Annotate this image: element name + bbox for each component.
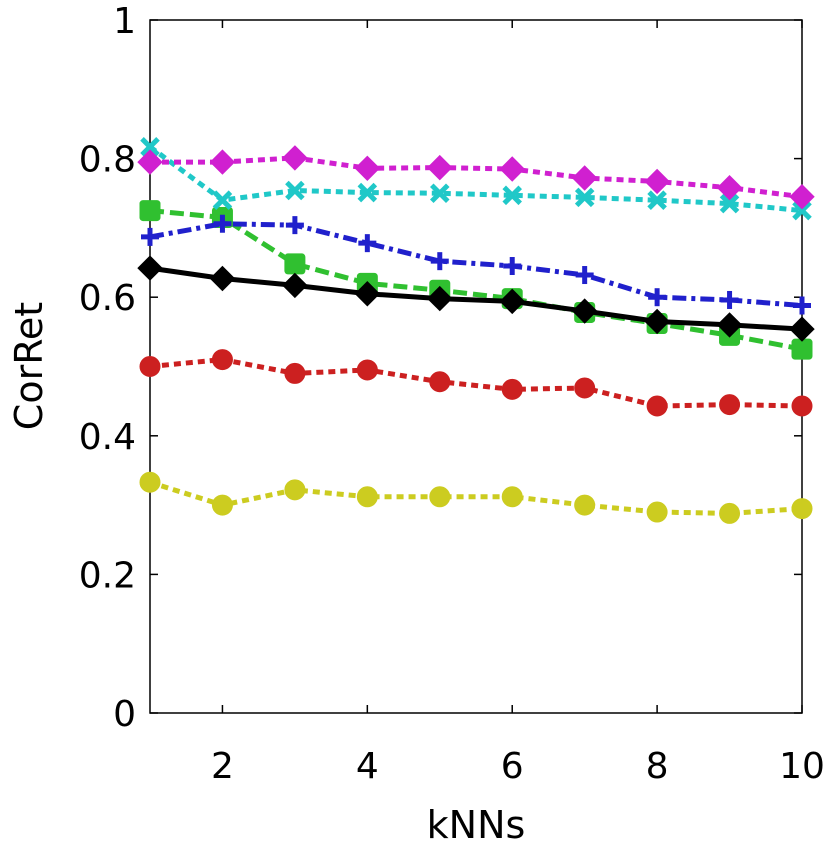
x-tick-label: 2	[211, 746, 234, 787]
data-point	[791, 338, 813, 360]
data-point	[357, 182, 378, 203]
data-point	[356, 359, 378, 381]
y-axis-label: CorRet	[7, 302, 51, 430]
data-point	[792, 200, 812, 221]
data-point	[358, 234, 377, 253]
data-point	[356, 486, 378, 508]
data-point	[716, 312, 743, 338]
series-line	[149, 357, 803, 409]
data-point	[212, 190, 233, 210]
data-point	[430, 252, 449, 271]
data-point	[791, 395, 813, 417]
data-point	[140, 137, 160, 157]
data-point	[137, 149, 163, 175]
data-point	[429, 371, 451, 393]
data-point	[503, 257, 522, 276]
data-point	[139, 471, 161, 493]
series-4	[141, 214, 811, 315]
data-point	[354, 155, 381, 182]
data-point	[282, 145, 308, 171]
series-line	[149, 265, 803, 332]
data-point	[719, 193, 740, 214]
data-point	[648, 288, 667, 307]
data-point	[499, 156, 525, 182]
data-point	[139, 200, 161, 222]
data-point	[791, 498, 813, 520]
x-tick-label: 10	[779, 746, 825, 787]
data-point	[139, 356, 161, 377]
data-point	[284, 362, 306, 384]
data-point	[789, 184, 815, 210]
tick-labels: 2 4 6 8 10 0 0.2 0.4 0.6 0.8 1	[79, 1, 825, 787]
x-tick-label: 8	[646, 746, 669, 787]
data-point	[574, 377, 596, 399]
data-point	[719, 394, 741, 416]
series-5	[140, 137, 812, 221]
data-point	[427, 154, 453, 181]
data-point	[285, 216, 304, 235]
data-point	[571, 165, 598, 191]
tick-marks	[150, 19, 803, 714]
data-point	[644, 168, 670, 195]
series-line	[150, 155, 803, 200]
data-point	[430, 183, 450, 204]
series-line	[149, 208, 803, 352]
data-point	[282, 272, 308, 299]
series-2	[139, 471, 813, 524]
series-7	[137, 255, 815, 342]
series-1	[139, 349, 813, 417]
data-point	[354, 281, 381, 307]
data-point	[499, 288, 525, 315]
y-tick-label: 1	[113, 1, 136, 42]
data-point	[501, 378, 523, 400]
y-tick-label: 0.4	[79, 417, 136, 458]
y-tick-label: 0	[113, 694, 136, 735]
data-point	[502, 185, 522, 206]
series-line	[149, 479, 803, 516]
data-point	[501, 486, 523, 508]
data-point	[141, 227, 159, 246]
data-point	[213, 214, 232, 233]
data-point	[209, 265, 236, 292]
series-line	[149, 221, 803, 309]
series-layer	[137, 137, 815, 524]
series-line	[148, 144, 803, 214]
data-point	[429, 486, 451, 508]
data-point	[574, 187, 595, 208]
y-tick-label: 0.6	[79, 278, 136, 319]
series-6	[137, 145, 815, 210]
data-point	[574, 494, 596, 516]
data-point	[644, 308, 670, 335]
data-point	[211, 349, 233, 371]
data-point	[211, 494, 233, 516]
data-point	[209, 149, 236, 175]
data-point	[137, 255, 163, 281]
data-point	[720, 290, 739, 309]
data-point	[284, 479, 306, 501]
data-point	[571, 298, 598, 324]
data-point	[575, 266, 594, 285]
x-tick-label: 4	[356, 746, 379, 787]
data-point	[789, 316, 815, 342]
y-tick-label: 0.2	[79, 555, 136, 596]
data-point	[716, 174, 743, 201]
data-point	[646, 395, 668, 417]
data-point	[647, 190, 667, 210]
data-point	[793, 296, 811, 315]
data-point	[285, 180, 305, 201]
x-axis-label: kNNs	[427, 803, 526, 847]
x-tick-label: 6	[501, 746, 524, 787]
data-point	[646, 501, 668, 523]
data-point	[427, 285, 453, 312]
data-point	[284, 253, 306, 275]
y-tick-label: 0.8	[79, 140, 136, 181]
data-point	[719, 502, 741, 524]
